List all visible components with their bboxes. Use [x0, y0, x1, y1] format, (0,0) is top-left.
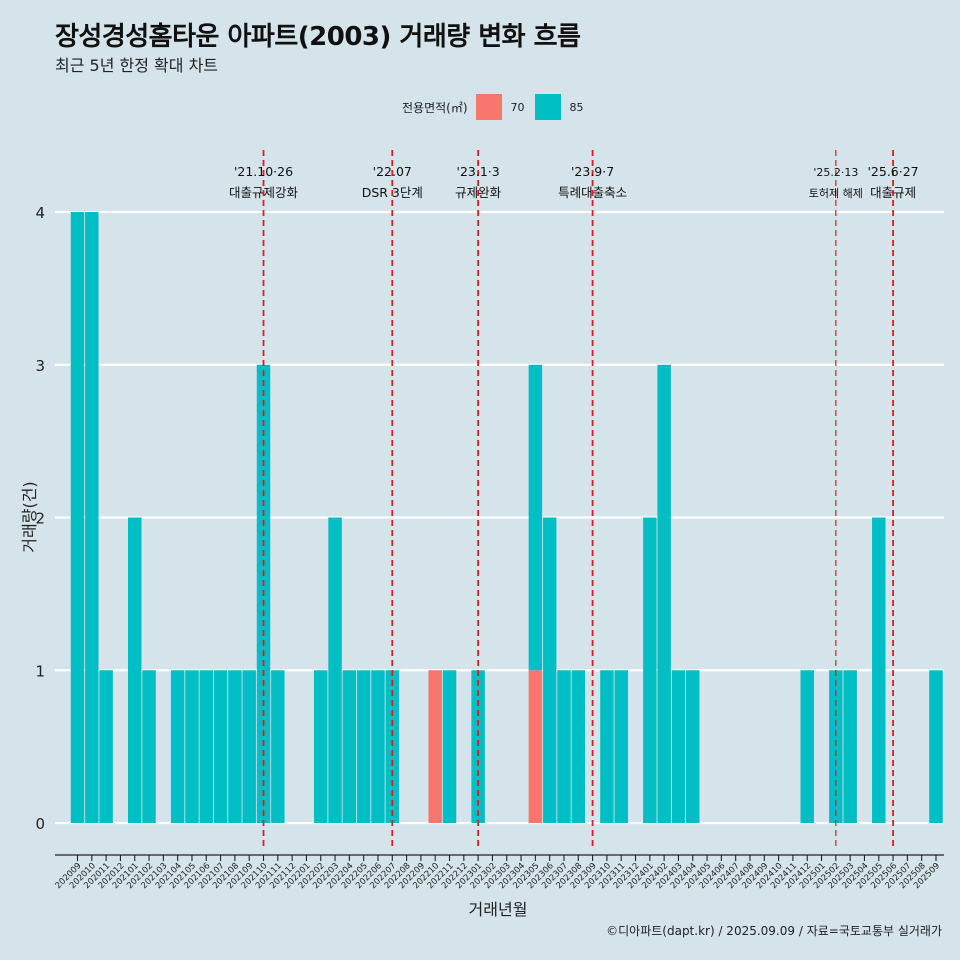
bar-85-202502 — [829, 670, 843, 823]
event-text-label: 토허제 해제 — [809, 186, 863, 200]
bar-85-202101 — [128, 517, 142, 823]
event-date-label: '21.10·26 — [234, 164, 293, 179]
bar-85-202010 — [85, 212, 99, 823]
bar-85-202412 — [800, 670, 814, 823]
event-date-label: '23.9·7 — [571, 164, 614, 179]
legend: 전용면적(㎡) 70 85 — [402, 93, 594, 121]
bar-85-202106 — [199, 670, 213, 823]
bar-70-202210 — [428, 670, 442, 823]
y-tick-label: 3 — [35, 357, 45, 375]
bar-85-202206 — [371, 670, 385, 823]
event-text-label: 규제완화 — [455, 185, 502, 200]
event-date-label: '22.07 — [373, 164, 412, 179]
chart-title: 장성경성홈타운 아파트(2003) 거래량 변화 흐름 — [55, 22, 581, 52]
event-lines: '21.10·26 대출규제강화 '22.07 DSR 3단계 '23.1·3 규제완화 '… — [229, 150, 919, 850]
legend-swatch-70 — [475, 94, 502, 120]
bar-85-202202 — [314, 670, 328, 823]
bar-85-202207 — [385, 670, 400, 823]
bar-85-202401 — [643, 517, 657, 823]
chart-subtitle: 최근 5년 한정 확대 차트 — [55, 56, 219, 75]
bar-85-202104 — [170, 670, 185, 823]
bar-85-202109 — [242, 670, 256, 823]
bar-85-202503 — [843, 670, 857, 823]
bar-85-202310 — [600, 670, 614, 823]
bar-85-202404 — [686, 670, 700, 823]
bar-85-202305 — [528, 364, 543, 671]
bar-85-202011 — [99, 670, 113, 823]
x-axis-label: 거래년월 — [469, 900, 528, 919]
event-date-label: '25.6·27 — [867, 164, 918, 179]
bar-85-202204 — [342, 670, 357, 823]
y-tick-label: 0 — [35, 815, 45, 833]
y-tick-label: 1 — [35, 662, 45, 680]
source-caption: ©디아파트(dapt.kr) / 2025.09.09 / 자료=국토교통부 실… — [606, 924, 942, 938]
bars — [70, 212, 943, 823]
event-date-label: '23.1·3 — [457, 164, 500, 179]
bar-85-202306 — [542, 517, 557, 823]
bar-85-202505 — [872, 517, 886, 823]
bar-85-202102 — [142, 670, 156, 823]
x-axis: 2020092020102020112020122021012021022021… — [54, 854, 944, 891]
bar-85-202107 — [213, 670, 228, 823]
event-text-label: 대출규제강화 — [229, 185, 299, 200]
event-text-label: DSR 3단계 — [362, 185, 423, 200]
bar-85-202311 — [614, 670, 628, 823]
y-tick-label: 2 — [35, 510, 45, 528]
bar-85-202205 — [356, 670, 371, 823]
bar-70-202305 — [528, 670, 543, 823]
event-text-label: 대출규제 — [870, 185, 916, 200]
bar-85-202403 — [671, 670, 686, 823]
legend-label-85: 85 — [569, 100, 584, 114]
bar-85-202211 — [442, 670, 457, 823]
bar-85-202402 — [657, 364, 671, 823]
y-tick-label: 4 — [35, 204, 45, 222]
legend-title: 전용면적(㎡) — [402, 100, 468, 115]
legend-label-70: 70 — [510, 100, 525, 114]
y-axis-label: 거래량(건) — [20, 481, 39, 552]
event-date-label: '25.2·13 — [813, 166, 858, 179]
legend-swatch-85 — [534, 94, 561, 120]
bar-85-202111 — [271, 670, 285, 823]
bar-85-202301 — [471, 670, 485, 823]
bar-85-202009 — [70, 212, 85, 823]
bar-85-202105 — [185, 670, 199, 823]
y-axis: 0 1 2 3 4 — [35, 204, 45, 833]
bar-85-202203 — [328, 517, 342, 823]
bar-85-202308 — [571, 670, 586, 823]
bar-85-202307 — [557, 670, 571, 823]
bar-85-202108 — [228, 670, 242, 823]
event-text-label: 특례대출축소 — [558, 185, 627, 200]
bar-85-202509 — [929, 670, 943, 823]
